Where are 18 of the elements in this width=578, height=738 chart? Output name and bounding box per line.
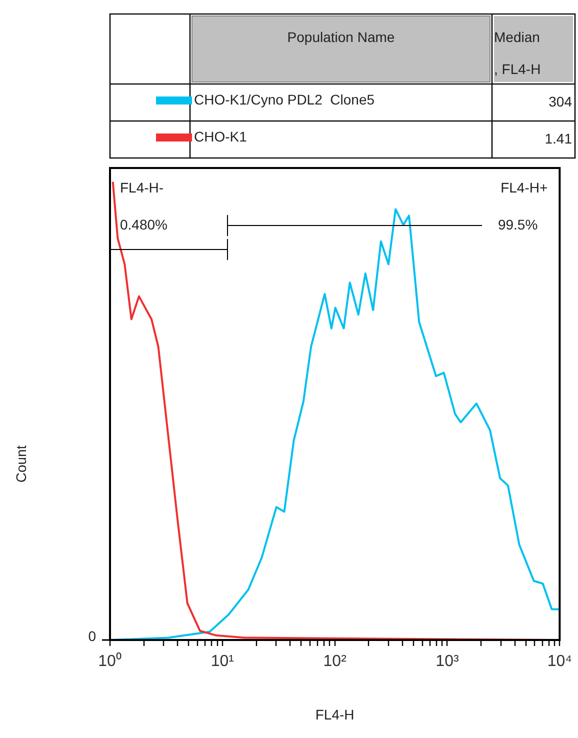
text: Median, FL4-H: [494, 28, 541, 77]
annotation: 0.480%: [120, 216, 168, 232]
text: 1.41: [544, 130, 572, 146]
x-tick-label: 10⁴: [547, 653, 572, 670]
annotation: FL4-H+: [500, 179, 548, 196]
text: 0: [88, 628, 96, 644]
annotation: 99.5%: [498, 216, 538, 232]
annotation: FL4-H-: [120, 179, 164, 196]
x-tick-label: 10³: [436, 653, 460, 670]
x-tick-label: 10¹: [210, 653, 234, 670]
legend-title: Population Name: [287, 28, 395, 45]
text: 304: [548, 93, 572, 110]
legend-label: CHO-K1: [194, 128, 248, 144]
legend-label: CHO-K1/Cyno PDL2 Clone5: [194, 91, 375, 108]
x-axis-title: FL4-H: [315, 706, 354, 722]
x-tick-label: 10²: [323, 653, 348, 670]
y-axis-title: Count: [12, 445, 29, 483]
x-tick-label: 10⁰: [98, 652, 122, 670]
